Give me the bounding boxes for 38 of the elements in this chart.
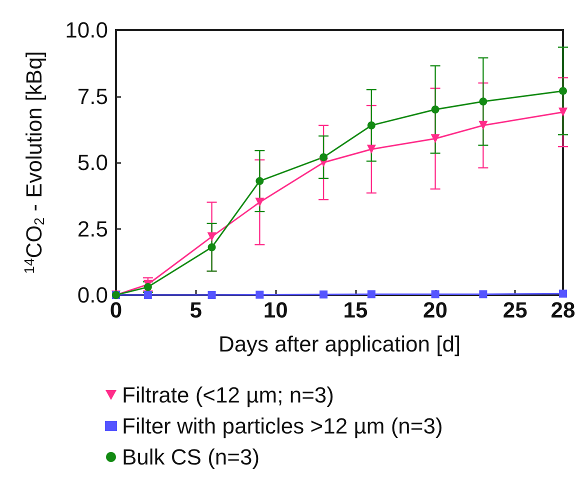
y-tick-label: 5.0 — [77, 150, 108, 175]
x-tick-label: 28 — [550, 298, 576, 322]
point — [430, 134, 440, 144]
point — [256, 177, 264, 186]
x-tick-label: 20 — [423, 298, 448, 322]
point — [559, 290, 567, 298]
y-tick-label: 10.0 — [65, 18, 108, 42]
legend-label: Bulk CS (n=3) — [122, 444, 260, 470]
point — [558, 108, 568, 117]
point — [479, 290, 488, 298]
x-axis-title: Days after application [d] — [218, 332, 461, 356]
point — [366, 144, 376, 154]
legend-label: Filter with particles >12 µm (n=3) — [122, 414, 443, 438]
point — [207, 232, 216, 242]
point — [367, 121, 376, 130]
point — [208, 291, 216, 299]
point — [431, 106, 440, 114]
point — [478, 120, 488, 130]
point — [320, 153, 328, 162]
x-tick-label: 15 — [343, 298, 368, 322]
point — [431, 290, 440, 298]
point — [479, 98, 488, 106]
point — [367, 290, 376, 298]
point — [208, 243, 216, 252]
y-axis-title: 14CO2 - Evolution [kBq] — [21, 51, 47, 274]
point — [320, 290, 328, 298]
x-tick-label: 25 — [502, 298, 528, 322]
y-tick-label: 2.5 — [77, 216, 108, 242]
y-tick-label: 7.5 — [77, 84, 108, 109]
point — [255, 198, 264, 207]
y-tick-label: 0.0 — [77, 282, 108, 308]
x-tick-label: 5 — [190, 298, 202, 322]
x-tick-label: 10 — [263, 298, 288, 322]
point — [144, 291, 152, 299]
point — [559, 86, 567, 95]
x-tick-label: 0 — [110, 298, 122, 322]
point — [256, 290, 264, 299]
legend-label: Filtrate (<12 µm; n=3) — [122, 382, 334, 408]
